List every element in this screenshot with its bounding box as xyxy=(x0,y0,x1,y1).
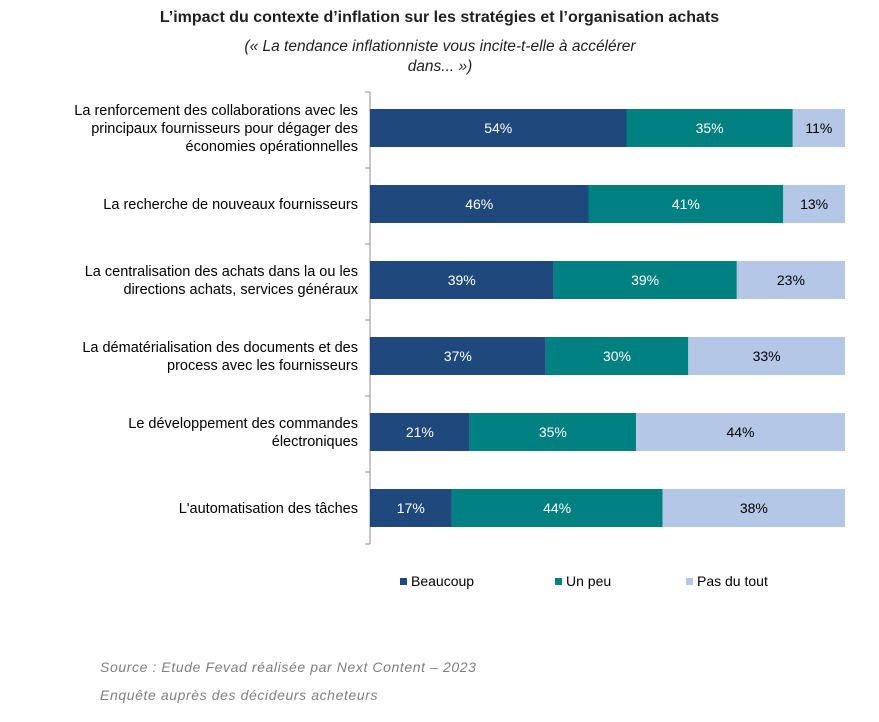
data-label: 39% xyxy=(631,272,659,288)
bar-segment-beaucoup xyxy=(370,337,546,375)
category-label-line: L'automatisation des tâches xyxy=(179,501,358,517)
data-label: 13% xyxy=(800,196,828,212)
legend-swatch xyxy=(686,578,693,585)
source-line-2: Enquête auprès des décideurs acheteurs xyxy=(100,687,379,703)
category-label-line: La renforcement des collaborations avec … xyxy=(74,103,358,119)
bar-segment-un-peu xyxy=(553,261,737,299)
legend-label: Beaucoup xyxy=(411,573,474,589)
category-label-line: économies opérationnelles xyxy=(186,139,359,155)
data-label: 37% xyxy=(444,348,472,364)
bar-segment-beaucoup xyxy=(370,413,470,451)
subtitle-line-1: (« La tendance inflationniste vous incit… xyxy=(244,38,636,55)
chart-subtitle: (« La tendance inflationniste vous incit… xyxy=(150,37,730,77)
bar-segment-pas-du-tout xyxy=(662,489,845,527)
bar-segment-pas-du-tout xyxy=(792,109,845,147)
data-label: 17% xyxy=(397,500,425,516)
category-label: Le développement des commandes électroniq… xyxy=(128,416,358,450)
category-label: La renforcement des collaborations avec … xyxy=(74,103,358,155)
bar-segment-un-peu xyxy=(469,413,636,451)
bar-segment-beaucoup xyxy=(370,261,554,299)
bar-segment-beaucoup xyxy=(370,489,452,527)
category-label: La dématérialisation des documents et de… xyxy=(82,340,358,374)
legend-swatch xyxy=(400,578,407,585)
data-label: 44% xyxy=(543,500,571,516)
bar-segment-un-peu xyxy=(451,489,663,527)
category-label-line: principaux fournisseurs pour dégager des xyxy=(91,121,358,137)
chart-title: L’impact du contexte d’inflation sur les… xyxy=(159,9,720,26)
legend-swatch xyxy=(555,578,562,585)
bar-segment-un-peu xyxy=(588,185,784,223)
category-label: La recherche de nouveaux fournisseurs xyxy=(103,197,358,213)
bar-segment-pas-du-tout xyxy=(688,337,845,375)
category-label-line: directions achats, services généraux xyxy=(123,282,358,298)
data-label: 35% xyxy=(696,120,724,136)
data-label: 44% xyxy=(726,424,754,440)
category-label: L'automatisation des tâches xyxy=(179,501,358,517)
source-line-1: Source : Etude Fevad réalisée par Next C… xyxy=(100,659,477,675)
category-label-line: process avec les fournisseurs xyxy=(167,358,358,374)
bar-segment-pas-du-tout xyxy=(636,413,845,451)
data-label: 41% xyxy=(672,196,700,212)
category-label-line: électroniques xyxy=(272,434,358,450)
data-label: 21% xyxy=(406,424,434,440)
bar-segment-pas-du-tout xyxy=(736,261,845,299)
data-label: 23% xyxy=(777,272,805,288)
data-label: 46% xyxy=(465,196,493,212)
category-label-line: La dématérialisation des documents et de… xyxy=(82,340,358,356)
data-label: 39% xyxy=(448,272,476,288)
legend-label: Un peu xyxy=(566,573,611,589)
bar-segment-pas-du-tout xyxy=(783,185,845,223)
legend-label: Pas du tout xyxy=(697,573,768,589)
category-label-line: Le développement des commandes xyxy=(128,416,358,432)
category-label: La centralisation des achats dans la ou … xyxy=(85,264,359,298)
data-label: 30% xyxy=(603,348,631,364)
data-label: 33% xyxy=(753,348,781,364)
bar-segment-beaucoup xyxy=(370,185,589,223)
category-label-line: La centralisation des achats dans la ou … xyxy=(85,264,358,280)
bar-segment-un-peu xyxy=(545,337,689,375)
bar-segment-beaucoup xyxy=(370,109,627,147)
data-label: 38% xyxy=(740,500,768,516)
bar-segment-un-peu xyxy=(626,109,793,147)
category-label-line: La recherche de nouveaux fournisseurs xyxy=(103,197,358,213)
subtitle-line-2: dans... ») xyxy=(407,58,473,75)
data-label: 54% xyxy=(484,120,512,136)
data-label: 35% xyxy=(539,424,567,440)
data-label: 11% xyxy=(805,120,832,136)
